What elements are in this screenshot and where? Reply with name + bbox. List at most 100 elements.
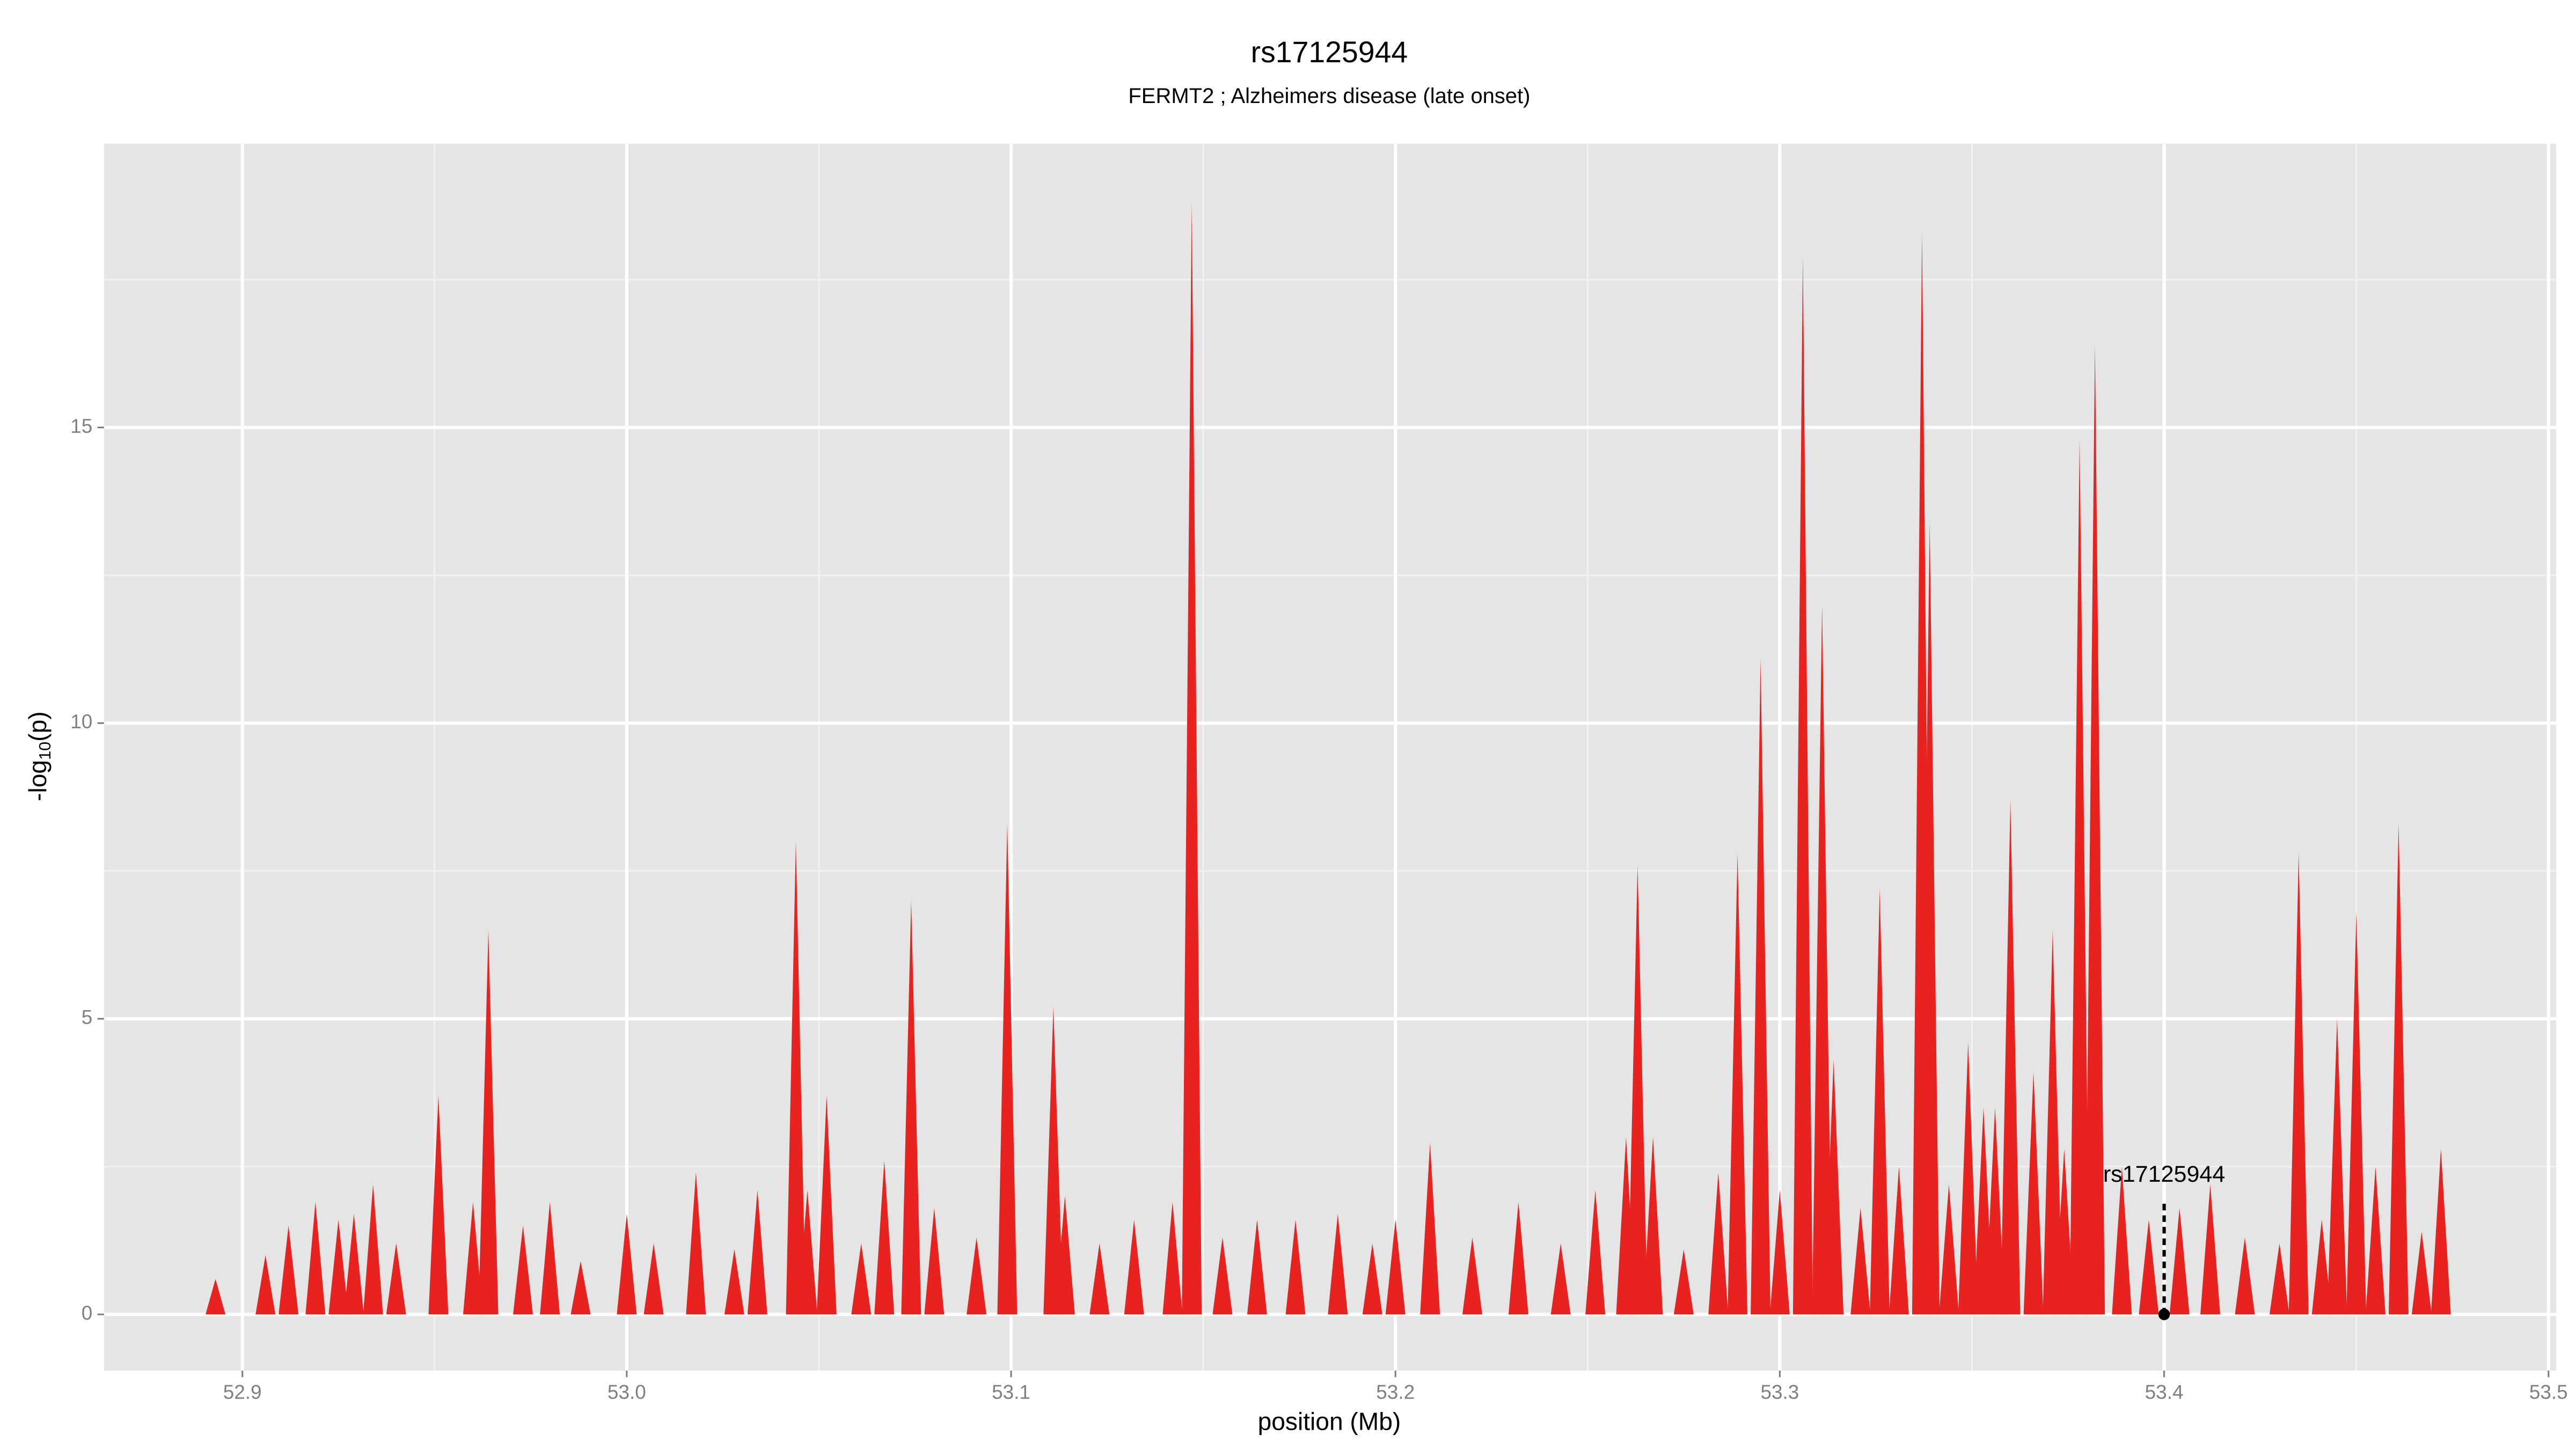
spike <box>1055 1196 1075 1315</box>
x-tick-label: 53.2 <box>1376 1381 1415 1403</box>
spike <box>343 1213 364 1315</box>
spike <box>2200 1184 2220 1315</box>
spike <box>2023 1072 2044 1315</box>
spike <box>617 1213 637 1315</box>
spike <box>305 1202 326 1315</box>
spike <box>1420 1143 1440 1315</box>
spike <box>1585 1190 1606 1315</box>
y-tick-label: 10 <box>70 711 92 733</box>
spike <box>1939 1184 1959 1315</box>
spike <box>570 1261 591 1315</box>
y-label-part: -log <box>24 760 52 801</box>
spike <box>1889 1166 1909 1315</box>
spike <box>1870 888 1890 1315</box>
annotation-label: rs17125944 <box>2103 1161 2225 1187</box>
spike <box>1462 1237 1482 1315</box>
spike <box>386 1243 406 1315</box>
y-tick-label: 15 <box>70 415 92 437</box>
spike <box>1824 1060 1844 1315</box>
x-tick-label: 53.0 <box>608 1381 646 1403</box>
x-tick-label: 53.4 <box>2145 1381 2184 1403</box>
y-tick-label: 0 <box>82 1302 93 1324</box>
spike <box>1247 1219 1267 1315</box>
spike <box>924 1208 945 1315</box>
spike <box>643 1243 664 1315</box>
spike <box>2169 1208 2190 1315</box>
spike <box>1328 1213 1348 1315</box>
spike <box>1792 256 1813 1315</box>
spike <box>1285 1219 1306 1315</box>
spike <box>1182 202 1202 1315</box>
spike <box>874 1160 895 1315</box>
spike <box>901 900 921 1315</box>
y-axis-label: -log10(p) <box>24 711 54 801</box>
x-tick-label: 53.5 <box>2529 1381 2568 1403</box>
spike <box>513 1225 533 1315</box>
spike <box>1708 1172 1729 1315</box>
spike <box>2327 1019 2347 1315</box>
spike <box>1508 1202 1528 1315</box>
spike <box>2235 1237 2255 1315</box>
x-tick-label: 53.1 <box>992 1381 1030 1403</box>
spike <box>686 1172 706 1315</box>
spike <box>797 1190 817 1315</box>
spike <box>2288 853 2309 1315</box>
y-label-sub: 10 <box>35 742 54 760</box>
spike <box>1812 605 1832 1315</box>
spike <box>2269 1243 2289 1315</box>
spike <box>1643 1137 1663 1315</box>
spike <box>2000 800 2021 1315</box>
y-label-part: (p) <box>24 711 52 741</box>
chart-title: rs17125944 <box>1251 35 1408 69</box>
spike <box>2388 823 2409 1315</box>
spike <box>2311 1219 2332 1315</box>
spike <box>2346 912 2367 1315</box>
spike <box>328 1219 349 1315</box>
annotation-point <box>2158 1308 2170 1320</box>
spike <box>1362 1243 1382 1315</box>
x-tick-label: 53.3 <box>1760 1381 1799 1403</box>
spike <box>786 841 806 1315</box>
spike <box>1627 865 1648 1315</box>
spike <box>2112 1166 2132 1315</box>
spike <box>255 1255 276 1315</box>
spike <box>1385 1219 1406 1315</box>
spike <box>2085 345 2105 1315</box>
spike <box>206 1279 225 1315</box>
x-tick-label: 52.9 <box>223 1381 262 1403</box>
spike <box>997 823 1018 1315</box>
spike <box>478 930 499 1315</box>
spike <box>1089 1243 1110 1315</box>
spike <box>1985 1107 2005 1315</box>
spike <box>540 1202 560 1315</box>
spike <box>1124 1219 1144 1315</box>
spike <box>2139 1219 2159 1315</box>
spike <box>816 1095 837 1315</box>
spike <box>428 1095 449 1315</box>
grid <box>104 143 2557 1371</box>
spike <box>724 1249 744 1315</box>
spike <box>2054 1148 2074 1315</box>
spike <box>1769 1190 1790 1315</box>
spike <box>363 1184 383 1315</box>
x-axis-label: position (Mb) <box>1258 1407 1401 1435</box>
spike <box>1958 1042 1978 1315</box>
marks <box>206 202 2451 1315</box>
chart-subtitle: FERMT2 ; Alzheimers disease (late onset) <box>1128 84 1530 108</box>
spike <box>747 1190 767 1315</box>
spike <box>1751 658 1771 1315</box>
spike <box>2366 1166 2385 1315</box>
spike <box>967 1237 987 1315</box>
y-tick-label: 5 <box>82 1006 93 1028</box>
spike <box>279 1225 299 1315</box>
spike <box>463 1202 483 1315</box>
spike <box>1550 1243 1571 1315</box>
spike <box>2043 930 2063 1315</box>
spike <box>1673 1249 1694 1315</box>
spike <box>1728 853 1748 1315</box>
spike <box>2411 1231 2432 1315</box>
spike <box>1850 1208 1871 1315</box>
spike <box>1162 1202 1183 1315</box>
